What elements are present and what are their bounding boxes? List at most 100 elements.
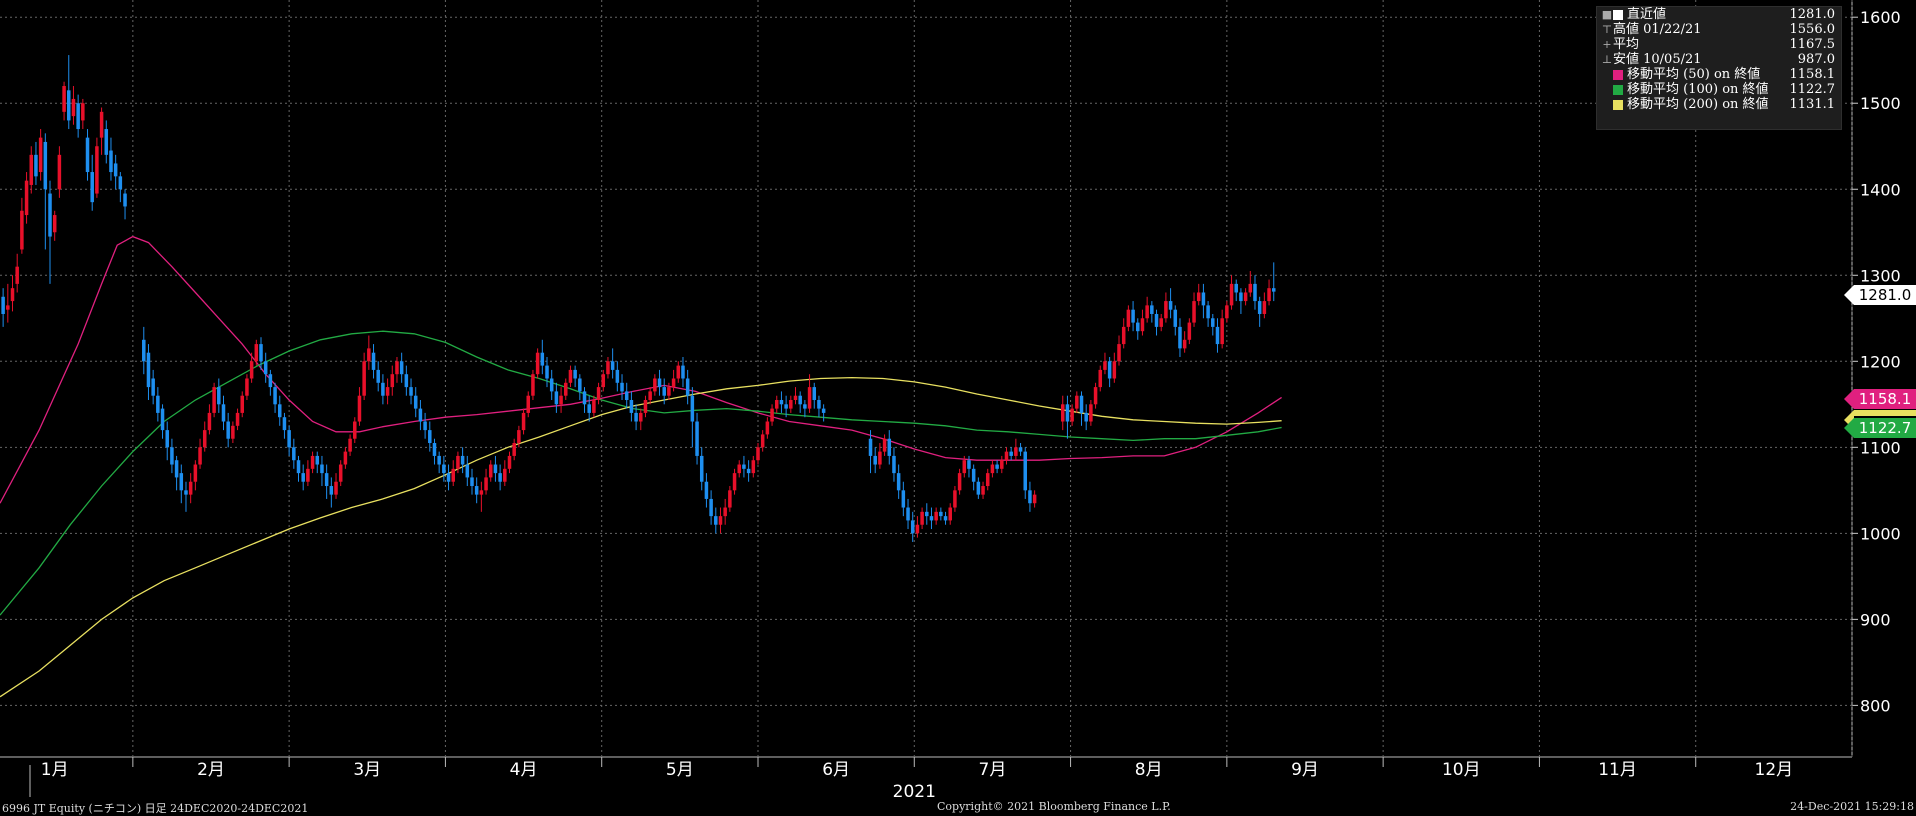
candle-body: [1000, 460, 1004, 469]
candle-body: [381, 382, 385, 396]
candle-body: [1075, 395, 1079, 409]
candle-body: [1, 296, 5, 314]
candle-body: [1271, 288, 1276, 292]
candle-body: [184, 490, 188, 495]
candle-body: [648, 391, 652, 401]
candle-body: [512, 443, 516, 456]
y-tick-label: 800: [1860, 696, 1891, 715]
candle-body: [1032, 494, 1037, 504]
legend-row-low: ⊥ 安値 10/05/21 987.0: [1597, 52, 1841, 67]
candle-body: [1103, 361, 1107, 370]
legend-value: 1122.7: [1789, 82, 1836, 97]
candle-body: [6, 305, 10, 310]
candle-body: [123, 193, 127, 207]
candle-body: [62, 86, 66, 112]
candle-body: [1107, 361, 1112, 379]
candle-body: [1164, 301, 1168, 319]
candle-body: [81, 103, 85, 121]
candle-body: [990, 464, 995, 474]
candle-body: [10, 288, 15, 302]
candle-body: [301, 473, 305, 482]
candle-body: [1178, 326, 1182, 349]
candle-body: [1150, 305, 1154, 314]
candle-body: [507, 455, 512, 469]
candle-body: [254, 344, 259, 362]
legend-row-average: + 平均 1167.5: [1597, 37, 1841, 52]
candle-body: [376, 369, 380, 383]
candle-body: [1060, 404, 1065, 422]
ma100-price-tag-text: 1122.7: [1858, 419, 1912, 437]
candle-body: [582, 391, 587, 405]
candle-body: [526, 395, 531, 413]
x-tick-label: 9月: [1291, 760, 1319, 780]
candle-body: [474, 486, 479, 495]
candle-body: [995, 464, 999, 469]
legend-row-ma50: 移動平均 (50) on 終値 1158.1: [1597, 67, 1841, 82]
candle-body: [723, 507, 727, 517]
legend-swatch-last: [1613, 9, 1623, 20]
candle-body: [221, 404, 226, 422]
candle-body: [901, 490, 906, 508]
legend-value: 1281.0: [1789, 7, 1836, 22]
candle-body: [714, 516, 718, 525]
candle-body: [113, 163, 118, 177]
candle-body: [549, 378, 554, 392]
candle-body: [578, 378, 582, 392]
candle-body: [789, 400, 793, 409]
legend-value: 1158.1: [1789, 67, 1836, 82]
candle-body: [493, 464, 498, 474]
candle-body: [568, 369, 573, 383]
candle-body: [296, 460, 301, 474]
candle-body: [521, 412, 526, 431]
candle-body: [878, 451, 882, 465]
candle-body: [943, 516, 948, 521]
candle-body: [1225, 305, 1229, 319]
candle-body: [953, 490, 957, 508]
candle-body: [34, 154, 38, 177]
candle-body: [263, 361, 268, 375]
legend-label: 高値 01/22/21: [1613, 22, 1702, 37]
candle-body: [620, 382, 624, 392]
candle-body: [915, 524, 920, 534]
candle-body: [728, 490, 732, 508]
candle-body: [774, 400, 779, 409]
candle-body: [1004, 451, 1009, 461]
candle-body: [1248, 283, 1253, 293]
candle-body: [981, 486, 985, 495]
candle-body: [662, 387, 666, 396]
candle-body: [985, 473, 990, 487]
candle-body: [142, 339, 146, 362]
candle-body: [1267, 288, 1271, 302]
candle-body: [892, 455, 896, 474]
candle-body: [1234, 283, 1238, 293]
candle-body: [52, 215, 57, 233]
candle-body: [559, 395, 563, 405]
legend-label: 安値 10/05/21: [1613, 52, 1702, 67]
candle-body: [971, 468, 976, 482]
candle-body: [1131, 309, 1135, 323]
candle-body: [446, 473, 451, 482]
candle-body: [531, 374, 535, 396]
y-tick-label: 1300: [1860, 266, 1901, 285]
last-price-tag: 1281.0: [1844, 285, 1916, 305]
candle-body: [1009, 451, 1013, 456]
candle-body: [371, 352, 376, 370]
y-tick-label: 1100: [1860, 438, 1901, 457]
candle-body: [217, 387, 221, 405]
candle-body: [976, 481, 981, 495]
candle-body: [967, 460, 971, 469]
candle-body: [1159, 318, 1163, 327]
candle-body: [460, 455, 465, 465]
candle-body: [385, 387, 390, 396]
candle-body: [653, 378, 657, 392]
candle-body: [484, 477, 488, 491]
x-tick-label: 5月: [666, 760, 694, 780]
candle-body: [413, 395, 418, 409]
candle-body: [71, 98, 76, 117]
candle-body: [90, 172, 94, 203]
candle-body: [610, 361, 615, 370]
candle-body: [1154, 313, 1159, 327]
candle-body: [310, 455, 315, 469]
x-tick-label: 7月: [979, 760, 1007, 780]
candle-body: [249, 361, 254, 379]
